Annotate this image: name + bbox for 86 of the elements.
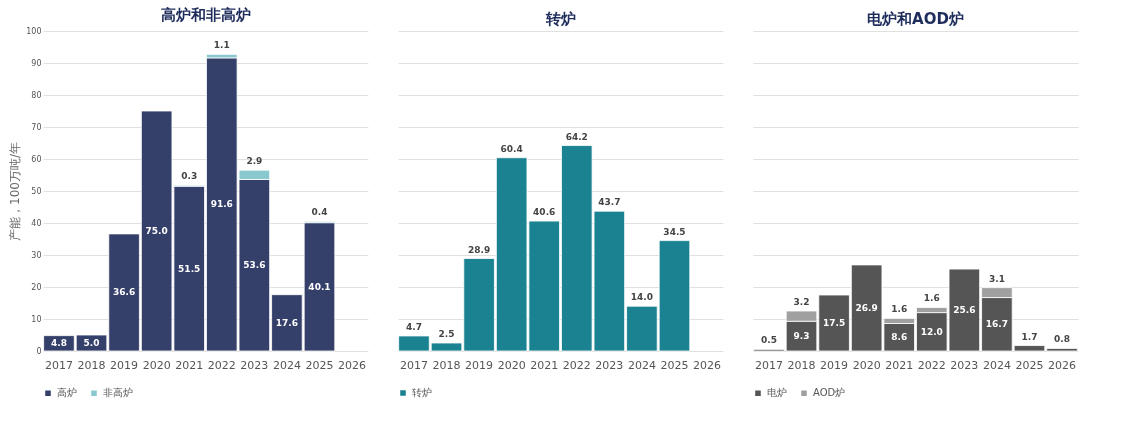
data-label: 4.7 bbox=[405, 321, 422, 332]
data-label: 43.7 bbox=[598, 197, 621, 208]
x-tick-label: 2018 bbox=[77, 358, 106, 372]
data-label: 8.6 bbox=[891, 332, 908, 343]
x-tick-label: 2019 bbox=[110, 358, 139, 372]
data-label: 91.6 bbox=[210, 199, 233, 210]
y-tick-label: 80 bbox=[31, 90, 42, 100]
data-label: 12.0 bbox=[920, 326, 943, 337]
x-tick-label: 2022 bbox=[917, 358, 946, 372]
x-tick-label: 2026 bbox=[693, 358, 722, 372]
data-label: 36.6 bbox=[112, 287, 136, 298]
x-tick-label: 2019 bbox=[820, 358, 849, 372]
chart-title: 电炉和AOD炉 bbox=[867, 10, 964, 28]
legend-label: 非高炉 bbox=[103, 387, 133, 399]
data-label: 0.3 bbox=[181, 171, 198, 182]
data-label: 16.7 bbox=[985, 319, 1009, 330]
x-tick-label: 2025 bbox=[1015, 358, 1044, 372]
x-tick-label: 2018 bbox=[787, 358, 816, 372]
data-label: 25.6 bbox=[953, 305, 976, 316]
data-label: 1.6 bbox=[923, 293, 940, 304]
data-label: 28.9 bbox=[467, 244, 491, 255]
x-tick-label: 2025 bbox=[305, 358, 334, 372]
data-label: 5.0 bbox=[83, 338, 100, 348]
x-tick-label: 2017 bbox=[754, 358, 783, 372]
y-tick-label: 100 bbox=[26, 26, 42, 36]
y-tick-label: 0 bbox=[36, 346, 42, 356]
data-label: 40.6 bbox=[533, 207, 556, 218]
x-tick-label: 2025 bbox=[660, 358, 689, 372]
y-tick-label: 60 bbox=[31, 154, 42, 164]
y-tick-label: 50 bbox=[31, 186, 42, 196]
y-tick-label: 20 bbox=[31, 282, 42, 292]
data-label: 1.7 bbox=[1021, 331, 1038, 342]
x-tick-label: 2026 bbox=[338, 358, 367, 372]
data-label: 1.6 bbox=[891, 304, 908, 315]
x-tick-label: 2023 bbox=[950, 358, 979, 372]
y-tick-label: 10 bbox=[31, 314, 42, 324]
chart-title: 转炉 bbox=[544, 10, 576, 28]
x-tick-label: 2021 bbox=[885, 358, 914, 372]
data-label: 3.1 bbox=[988, 273, 1005, 284]
data-label: 0.8 bbox=[1054, 334, 1071, 345]
x-tick-label: 2018 bbox=[432, 358, 461, 372]
data-label: 17.6 bbox=[275, 317, 299, 328]
data-label: 75.0 bbox=[145, 226, 168, 236]
data-label: 51.5 bbox=[178, 263, 201, 274]
data-label: 9.3 bbox=[793, 331, 810, 342]
data-label: 3.2 bbox=[793, 297, 810, 307]
x-tick-label: 2020 bbox=[142, 358, 171, 372]
legend-label: 高炉 bbox=[57, 387, 77, 399]
x-tick-label: 2024 bbox=[272, 358, 301, 372]
x-tick-label: 2021 bbox=[530, 358, 559, 372]
data-label: 1.1 bbox=[213, 40, 230, 51]
data-label: 0.5 bbox=[760, 335, 777, 346]
chart-title: 高炉和非高炉 bbox=[160, 6, 251, 24]
x-tick-label: 2024 bbox=[627, 358, 656, 372]
x-tick-label: 2023 bbox=[595, 358, 624, 372]
data-label: 34.5 bbox=[663, 226, 686, 237]
data-label: 4.8 bbox=[50, 338, 67, 349]
data-label: 17.5 bbox=[822, 318, 846, 328]
x-tick-label: 2017 bbox=[44, 358, 73, 372]
legend-label: 转炉 bbox=[412, 387, 432, 398]
y-tick-label: 40 bbox=[31, 218, 42, 228]
legend-label: AOD炉 bbox=[813, 387, 846, 399]
data-label: 60.4 bbox=[500, 143, 523, 154]
y-tick-label: 70 bbox=[31, 122, 42, 132]
data-label: 40.1 bbox=[308, 281, 331, 292]
data-label: 2.5 bbox=[438, 329, 455, 339]
x-tick-label: 2022 bbox=[562, 358, 591, 372]
x-tick-label: 2020 bbox=[852, 358, 881, 372]
data-label: 53.6 bbox=[243, 260, 266, 271]
x-tick-label: 2017 bbox=[399, 358, 428, 372]
x-tick-label: 2023 bbox=[240, 358, 269, 372]
x-tick-label: 2021 bbox=[175, 358, 204, 372]
data-label: 26.9 bbox=[855, 302, 878, 313]
x-tick-label: 2019 bbox=[465, 358, 494, 372]
data-label: 0.4 bbox=[311, 207, 328, 218]
data-label: 64.2 bbox=[565, 131, 588, 142]
y-tick-label: 30 bbox=[31, 250, 42, 260]
x-tick-label: 2020 bbox=[497, 358, 526, 372]
x-tick-label: 2022 bbox=[207, 358, 236, 372]
y-axis-title: 产能，100万吨/年 bbox=[8, 142, 23, 241]
x-tick-label: 2026 bbox=[1048, 358, 1077, 372]
x-tick-label: 2024 bbox=[982, 358, 1011, 372]
data-label: 14.0 bbox=[630, 292, 654, 303]
legend-label: 电炉 bbox=[767, 387, 787, 399]
data-label: 2.9 bbox=[246, 156, 263, 167]
y-tick-label: 90 bbox=[31, 58, 42, 68]
